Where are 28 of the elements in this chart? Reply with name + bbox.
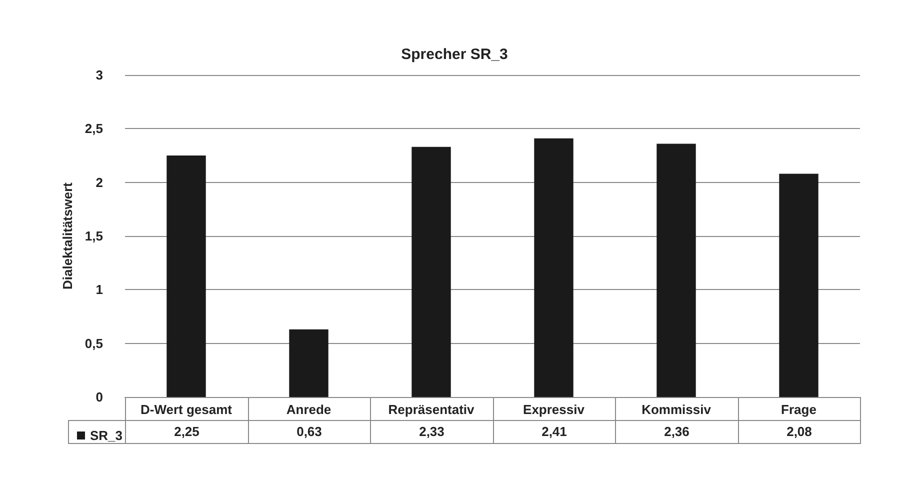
y-tick-label: 2	[96, 174, 103, 190]
legend-label: SR_3	[90, 428, 123, 443]
data-label: 2,33	[370, 420, 494, 444]
data-label: 0,63	[248, 420, 371, 444]
bar	[412, 146, 451, 397]
data-label: 2,41	[492, 420, 616, 444]
x-tick-label: Expressiv	[523, 402, 586, 417]
y-tick-label: 0	[96, 390, 103, 404]
x-tick-label: D-Wert gesamt	[140, 402, 233, 417]
data-label: 2,25	[125, 420, 248, 444]
x-tick-label: Frage	[781, 402, 816, 417]
bar	[534, 138, 574, 397]
y-tick-label: 1	[96, 282, 103, 298]
bar	[289, 329, 328, 397]
x-tick-label: Repräsentativ	[388, 402, 476, 417]
y-tick-label: 2,5	[84, 121, 103, 136]
bar	[656, 144, 696, 397]
x-tick-label: Anrede	[286, 402, 332, 417]
y-tick-label: 1,5	[84, 228, 103, 244]
bar	[779, 174, 818, 397]
chart-title: Sprecher SR_3	[401, 46, 508, 63]
data-label: 2,08	[738, 420, 861, 444]
data-label: 2,36	[615, 420, 738, 444]
y-axis-title: Dialektalitätswert	[60, 182, 76, 290]
y-tick-label: 3	[96, 68, 103, 82]
y-tick-label: 0,5	[84, 336, 103, 351]
bar	[166, 156, 206, 397]
x-tick-label: Kommissiv	[642, 402, 712, 417]
